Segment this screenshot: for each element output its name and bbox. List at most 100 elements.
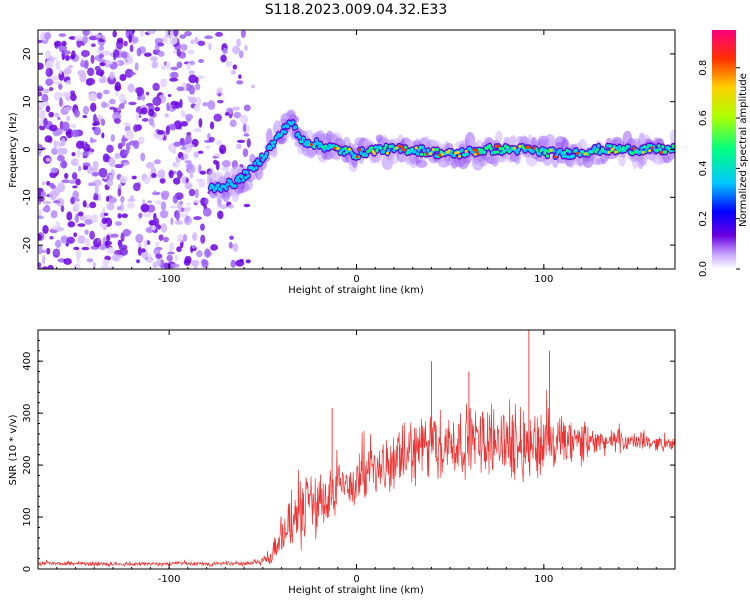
noise-blob <box>42 266 48 269</box>
noise-blob <box>50 210 58 219</box>
trace-peak <box>309 142 313 146</box>
noise-blob <box>89 136 94 144</box>
noise-blob <box>105 195 110 202</box>
trace-core <box>586 152 590 157</box>
noise-blob <box>123 122 132 126</box>
noise-blob <box>90 43 96 48</box>
noise-blob <box>108 174 115 180</box>
trace-core <box>627 145 631 149</box>
noise-blob <box>54 112 60 118</box>
noise-blob <box>48 182 55 188</box>
noise-blob <box>44 135 53 143</box>
trace-core <box>617 145 622 149</box>
noise-blob <box>77 223 86 227</box>
trace-core <box>379 146 383 150</box>
noise-blob <box>228 241 233 249</box>
noise-blob <box>50 75 59 81</box>
noise-blob <box>128 33 132 44</box>
trace-halo <box>638 152 648 166</box>
noise-blob <box>165 125 170 135</box>
noise-blob <box>42 206 51 213</box>
noise-blob <box>67 64 74 69</box>
noise-blob <box>142 199 146 206</box>
trace-core <box>564 154 568 159</box>
noise-blob <box>102 259 110 266</box>
figure-title: S118.2023.009.04.32.E33 <box>265 2 448 18</box>
trace-core <box>224 186 228 191</box>
trace-peak <box>333 146 337 150</box>
noise-blob <box>57 116 61 121</box>
noise-blob <box>61 179 71 184</box>
noise-blob <box>176 48 181 57</box>
noise-blob <box>68 179 76 185</box>
noise-blob <box>74 198 81 202</box>
noise-blob <box>71 50 76 60</box>
noise-blob <box>115 91 119 97</box>
noise-blob <box>186 202 191 206</box>
noise-blob <box>195 188 199 199</box>
noise-blob <box>155 241 160 248</box>
noise-blob <box>147 30 156 35</box>
noise-blob <box>53 187 61 197</box>
noise-blob <box>224 112 230 116</box>
noise-blob <box>38 262 42 268</box>
noise-blob <box>104 241 109 247</box>
noise-blob <box>243 133 250 137</box>
noise-blob <box>148 117 155 126</box>
noise-blob <box>41 93 49 103</box>
noise-blob <box>118 244 128 251</box>
noise-blob <box>216 87 223 94</box>
noise-blob <box>58 83 63 90</box>
trace-core <box>343 146 348 151</box>
noise-blob <box>150 56 158 62</box>
trace-core <box>501 146 505 151</box>
noise-blob <box>134 62 139 71</box>
noise-blob <box>210 244 218 251</box>
noise-blob <box>98 77 107 84</box>
noise-blob <box>188 84 196 95</box>
trace-core <box>516 147 521 152</box>
noise-blob <box>132 182 141 192</box>
noise-blob <box>65 131 73 135</box>
noise-blob <box>74 35 83 41</box>
noise-blob <box>116 206 122 211</box>
noise-blob <box>75 159 79 164</box>
trace-halo <box>670 128 675 146</box>
y-tick-label: -20 <box>22 237 33 253</box>
noise-blob <box>44 32 52 40</box>
noise-blob <box>152 261 158 269</box>
noise-blob <box>40 249 48 254</box>
trace-core <box>374 145 378 150</box>
y-tick-label: 0 <box>22 146 33 152</box>
noise-blob <box>66 115 71 122</box>
noise-blob <box>77 235 86 244</box>
trace-core <box>391 144 395 149</box>
trace-core <box>523 148 527 153</box>
noise-blob <box>73 263 81 269</box>
trace-core <box>253 161 257 166</box>
noise-blob <box>121 213 128 219</box>
trace-halo <box>415 159 428 168</box>
colorbar-tick-label: 0.2 <box>698 211 709 227</box>
noise-blob <box>138 212 143 219</box>
noise-blob <box>235 259 245 267</box>
noise-blob <box>220 54 227 63</box>
noise-blob <box>114 221 122 227</box>
noise-blob <box>127 56 134 65</box>
noise-blob <box>243 104 251 112</box>
noise-blob <box>87 67 95 77</box>
noise-blob <box>204 198 209 205</box>
trace-peak <box>355 155 359 159</box>
trace-core <box>254 166 258 170</box>
noise-blob <box>74 216 79 222</box>
trace-core <box>233 184 237 188</box>
noise-blob <box>216 140 222 146</box>
trace-peak <box>648 149 652 153</box>
noise-blob <box>140 30 144 38</box>
noise-blob <box>169 77 179 82</box>
trace-peak <box>475 148 479 152</box>
trace-peak <box>395 146 399 150</box>
noise-blob <box>141 248 146 253</box>
trace-core <box>413 149 417 154</box>
x-tick-label: 0 <box>353 274 359 285</box>
